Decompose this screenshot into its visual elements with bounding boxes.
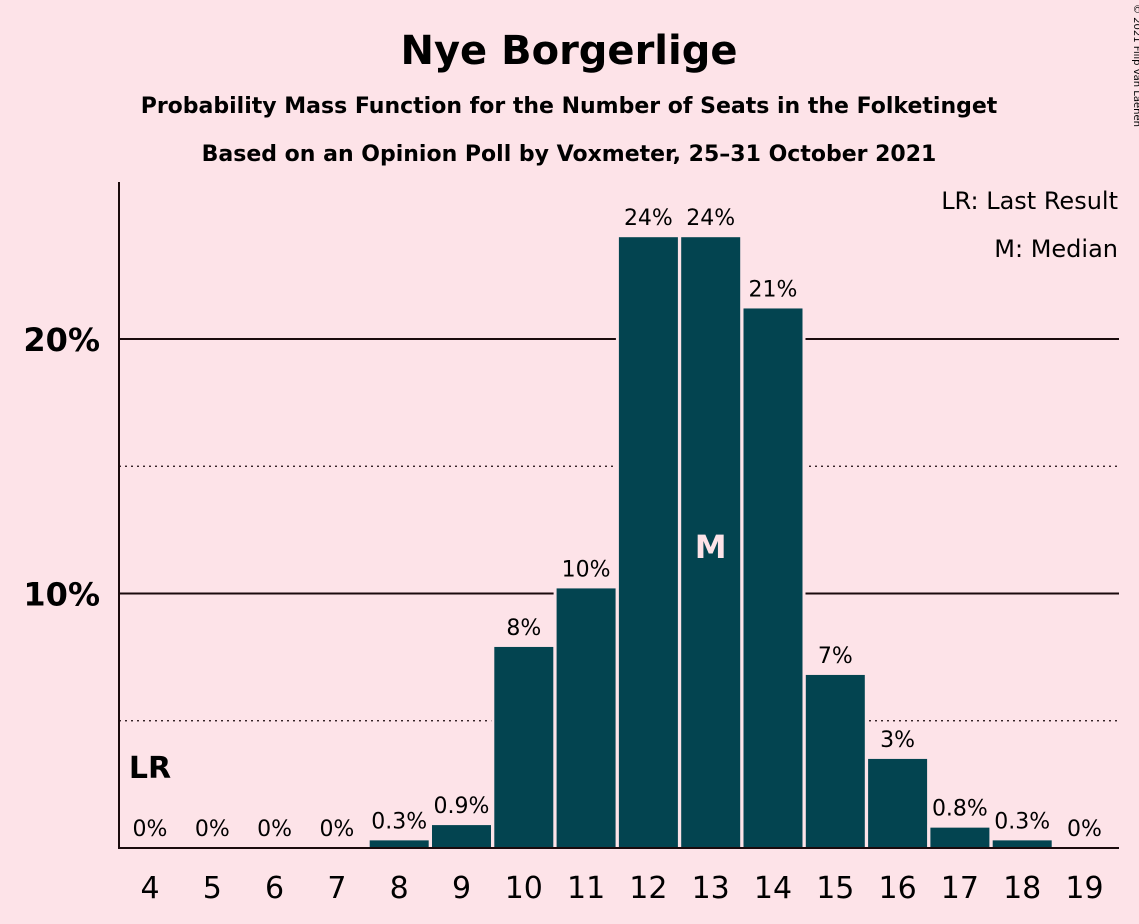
x-tick-label-15: 15: [816, 871, 854, 906]
x-tick-label-12: 12: [629, 871, 667, 906]
value-label-14: 21%: [749, 277, 798, 302]
y-tick-labels: 10% 20%: [23, 321, 100, 614]
median-marker: M: [695, 528, 727, 566]
x-tick-label-7: 7: [327, 871, 346, 906]
x-tick-label-10: 10: [505, 871, 543, 906]
y-tick-label-1: 20%: [23, 321, 100, 359]
x-tick-label-5: 5: [203, 871, 222, 906]
bar-15: [805, 674, 865, 848]
legend-last-result: LR: Last Result: [941, 187, 1118, 215]
bar-13: [681, 237, 741, 848]
x-tick-label-9: 9: [452, 871, 471, 906]
value-label-5: 0%: [195, 817, 230, 842]
x-tick-label-16: 16: [879, 871, 917, 906]
x-tick-label-11: 11: [567, 871, 605, 906]
bar-18: [992, 840, 1052, 848]
value-label-16: 3%: [880, 728, 915, 753]
x-tick-label-14: 14: [754, 871, 792, 906]
value-label-7: 0%: [319, 817, 354, 842]
x-tick-label-13: 13: [692, 871, 730, 906]
value-label-12: 24%: [624, 206, 673, 231]
value-label-4: 0%: [133, 817, 168, 842]
chart-subtitle-source: Based on an Opinion Poll by Voxmeter, 25…: [202, 142, 937, 167]
bar-17: [930, 827, 990, 848]
x-tick-label-18: 18: [1003, 871, 1041, 906]
bar-9: [432, 825, 491, 848]
value-label-6: 0%: [257, 817, 292, 842]
bar-11: [556, 588, 616, 848]
value-label-8: 0.3%: [371, 809, 427, 834]
x-tick-label-19: 19: [1065, 871, 1103, 906]
x-tick-label-4: 4: [140, 871, 159, 906]
bar-14: [743, 308, 803, 849]
x-tick-labels: 4 5 6 7 8 9 10 11 12 13 14 15 16 17 18 19: [140, 871, 1103, 906]
bar-12: [618, 237, 678, 848]
x-tick-label-8: 8: [390, 871, 409, 906]
bar-16: [868, 758, 928, 848]
value-label-17: 0.8%: [932, 797, 988, 822]
value-label-18: 0.3%: [994, 809, 1050, 834]
value-label-13: 24%: [686, 206, 735, 231]
bar-10: [494, 646, 554, 848]
chart-subtitle: Probability Mass Function for the Number…: [141, 94, 998, 119]
x-tick-label-17: 17: [941, 871, 979, 906]
value-labels: 0% 0% 0% 0% 0.3%0.9%8%10%24% 24%21%7%3%0.8%0.…: [133, 206, 1102, 842]
copyright-note: © 2021 Filip van Laenen: [1131, 4, 1139, 127]
bar-8: [369, 840, 429, 848]
value-label-9: 0.9%: [434, 794, 490, 819]
y-tick-label-0: 10%: [23, 576, 100, 614]
legend-median: M: Median: [994, 235, 1118, 263]
value-label-15: 7%: [818, 644, 853, 669]
value-label-11: 10%: [562, 557, 611, 582]
last-result-marker: LR: [129, 751, 171, 786]
bars: [366, 234, 1055, 849]
value-label-19: 0%: [1067, 817, 1102, 842]
value-label-10: 8%: [506, 616, 541, 641]
chart-title: Nye Borgerlige: [401, 28, 738, 74]
x-tick-label-6: 6: [265, 871, 284, 906]
